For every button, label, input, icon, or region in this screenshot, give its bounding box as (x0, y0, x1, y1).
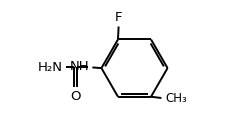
Text: NH: NH (69, 60, 89, 73)
Text: O: O (70, 90, 81, 103)
Text: CH₃: CH₃ (165, 92, 187, 105)
Text: F: F (115, 11, 122, 24)
Text: H₂N: H₂N (38, 61, 62, 74)
